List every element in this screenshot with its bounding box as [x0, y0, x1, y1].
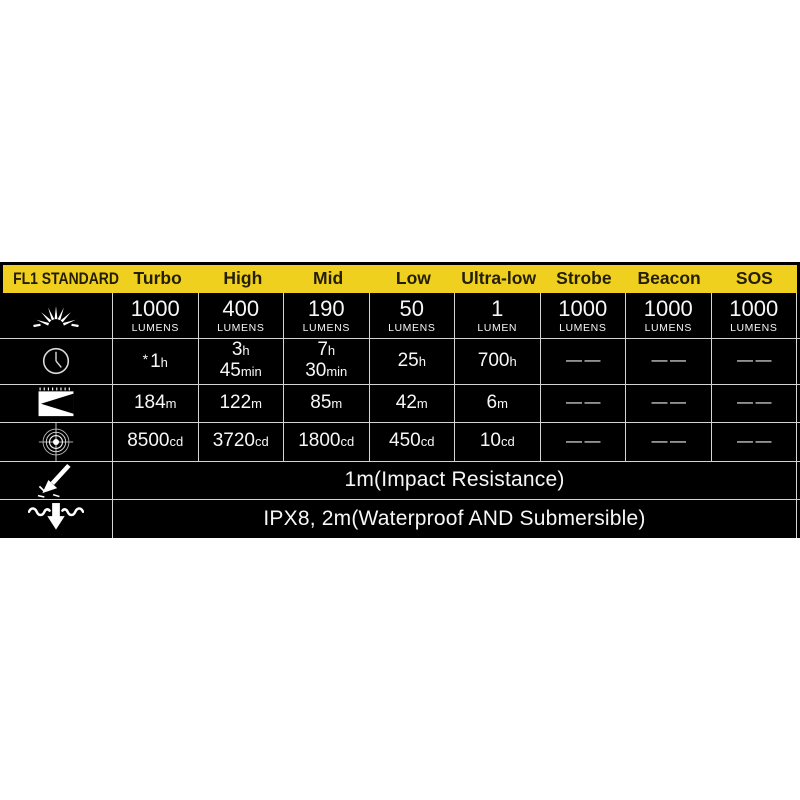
spec-cell: 6m — [454, 384, 540, 422]
spec-cell: 8500cd — [112, 422, 198, 461]
spec-cell: 450cd — [368, 422, 455, 461]
impact-resistance-row: 1m(Impact Resistance) — [0, 460, 800, 499]
beam-distance-row: 184m 122m 85m 42m 6m — — — — — — — [0, 383, 800, 422]
spec-cell: 42m — [368, 384, 455, 422]
mode-header-ultralow: Ultra-low — [461, 268, 537, 288]
spec-cell: 700h — [454, 338, 540, 384]
spec-cell: 1000 LUMENS — [539, 292, 626, 338]
spec-cell: 3h 45min — [197, 338, 284, 384]
runtime-row: * 1h 3h 45min 7h 30min 25h 700h — [0, 337, 800, 384]
output-row: 1000 LUMENS 400 LUMENS 190 LUMENS 50 LUMENS … — [0, 292, 800, 338]
spec-cell: 190 LUMENS — [283, 292, 369, 338]
spec-cell: — — — [625, 338, 711, 384]
impact-resistance-cell: 1m(Impact Resistance) — [112, 461, 797, 499]
beam-icon-cell — [0, 385, 112, 422]
mode-header-turbo: Turbo — [133, 268, 182, 288]
spec-cell: — — — [539, 338, 626, 384]
fl1-standard-table: FL1 STANDARD Turbo High Mid Low Ultra-lo… — [0, 262, 800, 538]
spec-cell: — — — [710, 422, 797, 461]
spec-cell: 1000 LUMENS — [625, 292, 711, 338]
runtime-icon-cell — [0, 339, 112, 384]
beam-distance-icon — [38, 386, 74, 416]
mode-header-strobe: Strobe — [556, 268, 612, 288]
spec-cell: 7h 30min — [283, 338, 369, 384]
spec-cell: — — — [539, 422, 626, 461]
clock-icon — [42, 347, 70, 375]
fl1-standard-label: FL1 STANDARD — [13, 268, 119, 288]
mode-header-mid: Mid — [313, 268, 344, 288]
spec-cell: 400 LUMENS — [197, 292, 284, 338]
waterproof-icon-cell — [0, 500, 112, 538]
mode-header-beacon: Beacon — [637, 268, 701, 288]
spec-cell: — — — [625, 384, 711, 422]
output-icon-cell — [0, 293, 112, 338]
brightness-icon — [33, 306, 79, 328]
spec-cell: 25h — [368, 338, 455, 384]
mode-header-low: Low — [395, 268, 431, 288]
waterproof-text: IPX8, 2m(Waterproof AND Submersible) — [263, 506, 646, 530]
spec-cell: — — — [710, 338, 797, 384]
intensity-icon-cell — [0, 422, 112, 461]
spec-cell: 85m — [283, 384, 369, 422]
waterproof-row: IPX8, 2m(Waterproof AND Submersible) — [0, 498, 800, 538]
spec-cell: * 1h — [112, 338, 198, 384]
intensity-icon — [38, 422, 74, 461]
spec-cell: 1 LUMEN — [454, 292, 540, 338]
impact-icon-cell — [0, 462, 112, 499]
intensity-row: 8500cd 3720cd 1800cd 450cd 10cd — — — — … — [0, 421, 800, 461]
waterproof-icon — [28, 503, 84, 530]
spec-cell: 122m — [197, 384, 284, 422]
spec-cell: 1000 LUMENS — [710, 292, 797, 338]
spec-cell: 3720cd — [197, 422, 284, 461]
impact-resistance-text: 1m(Impact Resistance) — [344, 468, 565, 491]
spec-cell: — — — [539, 384, 626, 422]
spec-cell: 1800cd — [283, 422, 369, 461]
table-header-row: FL1 STANDARD Turbo High Mid Low Ultra-lo… — [3, 264, 797, 293]
mode-header-high: High — [223, 268, 263, 288]
mode-header-sos: SOS — [735, 268, 773, 288]
spec-cell: — — — [710, 384, 797, 422]
impact-resistance-icon — [37, 463, 71, 498]
spec-cell: 10cd — [454, 422, 540, 461]
spec-cell: 1000 LUMENS — [112, 292, 198, 338]
waterproof-cell: IPX8, 2m(Waterproof AND Submersible) — [112, 499, 797, 538]
spec-cell: 184m — [112, 384, 198, 422]
spec-cell: — — — [625, 422, 711, 461]
spec-cell: 50 LUMENS — [368, 292, 455, 338]
